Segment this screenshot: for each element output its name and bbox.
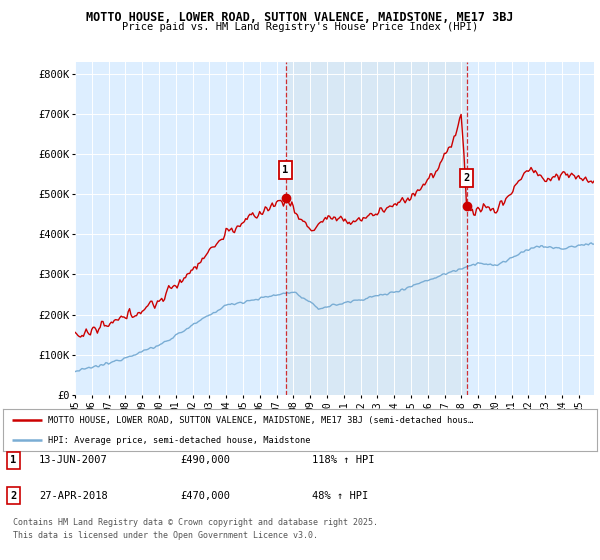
Text: HPI: Average price, semi-detached house, Maidstone: HPI: Average price, semi-detached house,… (47, 436, 310, 445)
Text: Price paid vs. HM Land Registry's House Price Index (HPI): Price paid vs. HM Land Registry's House … (122, 22, 478, 32)
Text: £490,000: £490,000 (180, 455, 230, 465)
Text: 48% ↑ HPI: 48% ↑ HPI (312, 491, 368, 501)
Text: 13-JUN-2007: 13-JUN-2007 (39, 455, 108, 465)
Text: £470,000: £470,000 (180, 491, 230, 501)
Bar (286, 62, 467, 395)
Text: 2: 2 (464, 173, 470, 183)
Text: 1: 1 (10, 455, 16, 465)
Text: MOTTO HOUSE, LOWER ROAD, SUTTON VALENCE, MAIDSTONE, ME17 3BJ (semi-detached hous: MOTTO HOUSE, LOWER ROAD, SUTTON VALENCE,… (47, 416, 473, 424)
Text: 118% ↑ HPI: 118% ↑ HPI (312, 455, 374, 465)
Text: 27-APR-2018: 27-APR-2018 (39, 491, 108, 501)
Text: Contains HM Land Registry data © Crown copyright and database right 2025.
This d: Contains HM Land Registry data © Crown c… (13, 519, 378, 540)
Text: 2: 2 (10, 491, 16, 501)
Text: 1: 1 (283, 165, 289, 175)
Text: MOTTO HOUSE, LOWER ROAD, SUTTON VALENCE, MAIDSTONE, ME17 3BJ: MOTTO HOUSE, LOWER ROAD, SUTTON VALENCE,… (86, 11, 514, 24)
